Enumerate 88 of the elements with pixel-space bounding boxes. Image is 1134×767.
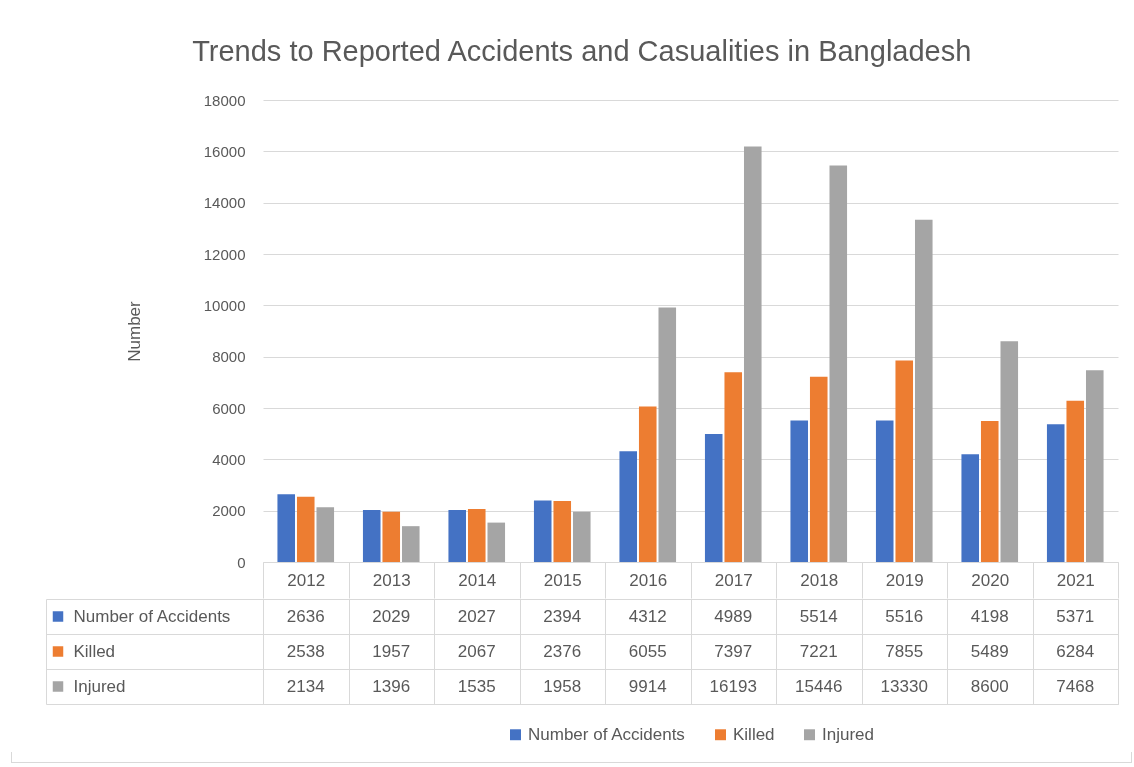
data-label: 5371 bbox=[1056, 606, 1095, 626]
data-label: 5489 bbox=[970, 641, 1009, 661]
bar bbox=[961, 454, 980, 562]
bar bbox=[980, 421, 999, 562]
data-label: 13330 bbox=[880, 676, 928, 696]
data-label: 7468 bbox=[1056, 676, 1095, 696]
legend-label: Injured bbox=[822, 724, 874, 744]
data-label: 1535 bbox=[457, 676, 496, 696]
x-tick-label: 2021 bbox=[1056, 570, 1095, 590]
x-tick-label: 2019 bbox=[885, 570, 924, 590]
bar bbox=[277, 494, 296, 562]
data-label: 15446 bbox=[795, 676, 843, 696]
bar bbox=[829, 165, 848, 562]
data-label: 5516 bbox=[885, 606, 924, 626]
data-label: 1396 bbox=[372, 676, 411, 696]
bar bbox=[790, 420, 809, 562]
bar bbox=[1066, 400, 1085, 562]
data-label: 7855 bbox=[885, 641, 924, 661]
y-axis-title: Number bbox=[124, 300, 144, 362]
bar bbox=[382, 511, 401, 562]
data-label: 8600 bbox=[970, 676, 1009, 696]
bar bbox=[553, 501, 572, 562]
x-tick-label: 2018 bbox=[800, 570, 839, 590]
text: Injured bbox=[73, 677, 126, 696]
y-tick-label: 6000 bbox=[212, 399, 246, 417]
x-tick-label: 2016 bbox=[629, 570, 668, 590]
data-label: 5514 bbox=[799, 606, 838, 626]
bar bbox=[704, 433, 723, 562]
x-tick-label: 2012 bbox=[287, 570, 326, 590]
x-tick-label: 2015 bbox=[543, 570, 582, 590]
data-label: 2134 bbox=[286, 676, 325, 696]
data-label: 2394 bbox=[543, 606, 582, 626]
data-label: 2067 bbox=[457, 641, 496, 661]
y-tick-label: 2000 bbox=[212, 502, 246, 520]
data-label: 4198 bbox=[970, 606, 1009, 626]
legend-label: Killed bbox=[733, 724, 775, 744]
bar bbox=[875, 420, 894, 562]
data-label: 16193 bbox=[709, 676, 757, 696]
bar bbox=[401, 526, 420, 562]
y-tick-label: 12000 bbox=[203, 245, 246, 263]
y-tick-label: 18000 bbox=[203, 91, 246, 109]
y-tick-label: 4000 bbox=[212, 450, 246, 468]
y-tick-label: 16000 bbox=[203, 142, 246, 160]
y-tick-label: 14000 bbox=[203, 194, 246, 212]
bar bbox=[316, 507, 335, 562]
y-tick-label: 10000 bbox=[203, 296, 246, 314]
bar bbox=[658, 307, 677, 562]
data-label: 9914 bbox=[628, 676, 667, 696]
bar bbox=[1046, 424, 1065, 562]
bar bbox=[914, 219, 933, 562]
data-label: 2636 bbox=[286, 606, 325, 626]
data-label: 2027 bbox=[457, 606, 496, 626]
data-label: 2029 bbox=[372, 606, 411, 626]
bar bbox=[448, 509, 467, 562]
bar bbox=[809, 376, 828, 562]
data-label: 7397 bbox=[714, 641, 753, 661]
x-tick-label: 2020 bbox=[971, 570, 1010, 590]
bar bbox=[895, 360, 914, 562]
y-tick-label: 8000 bbox=[212, 348, 246, 366]
bar bbox=[619, 451, 638, 562]
data-label: 2538 bbox=[286, 641, 325, 661]
bar bbox=[362, 509, 381, 562]
bar bbox=[724, 372, 743, 562]
bar bbox=[1000, 341, 1019, 562]
chart-title: Trends to Reported Accidents and Casualities in Bangladesh bbox=[192, 35, 972, 67]
legend-label: Number of Accidents bbox=[73, 607, 231, 626]
text: Killed bbox=[73, 642, 116, 661]
x-tick-label: 2013 bbox=[372, 570, 411, 590]
x-tick-label: 2014 bbox=[458, 570, 497, 590]
bar bbox=[467, 508, 486, 562]
data-label: 1957 bbox=[372, 641, 411, 661]
bar bbox=[743, 146, 762, 562]
bar bbox=[572, 511, 591, 562]
data-label: 4312 bbox=[628, 606, 667, 626]
x-tick-label: 2017 bbox=[714, 570, 753, 590]
y-tick-label: 0 bbox=[237, 553, 246, 571]
data-label: 4989 bbox=[714, 606, 753, 626]
data-label: 2376 bbox=[543, 641, 582, 661]
bar bbox=[1085, 370, 1104, 562]
data-label: 6284 bbox=[1056, 641, 1095, 661]
bar bbox=[533, 500, 552, 562]
data-label: 1958 bbox=[543, 676, 582, 696]
data-label: 6055 bbox=[628, 641, 667, 661]
bar bbox=[487, 522, 506, 562]
bar bbox=[296, 496, 315, 562]
text: Number of Accidents bbox=[528, 724, 685, 744]
bar bbox=[638, 406, 657, 562]
data-label: 7221 bbox=[799, 641, 838, 661]
